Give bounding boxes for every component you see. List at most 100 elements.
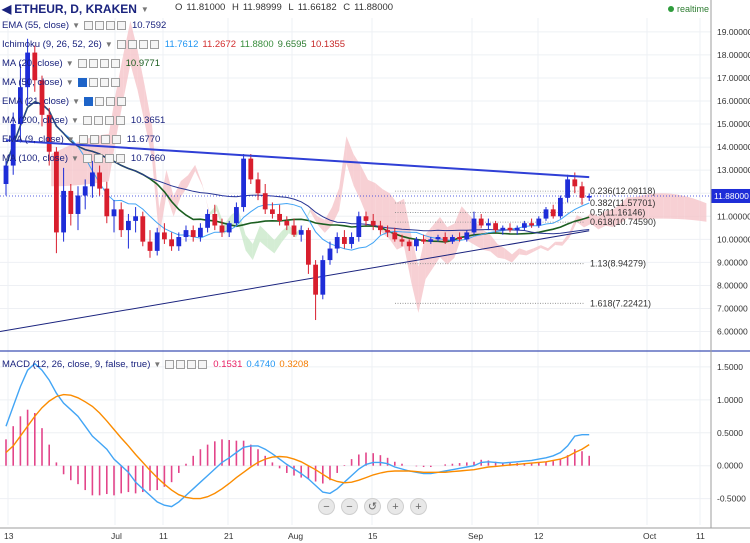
- candle-body: [75, 195, 81, 214]
- ichimoku-cloud-segment: [598, 210, 606, 230]
- indicator-row[interactable]: Ichimoku (9, 26, 52, 26) ▼ 11.7612 11.2672 1…: [2, 37, 345, 52]
- ichimoku-cloud-segment: [209, 204, 217, 216]
- candle-body: [205, 213, 210, 228]
- indicator-label[interactable]: MA (100, close): [2, 153, 68, 164]
- more-icon[interactable]: [105, 97, 115, 106]
- ichimoku-cloud-segment: [173, 181, 181, 217]
- indicator-row[interactable]: MA (100, close) ▼ 10.7660: [2, 151, 165, 166]
- chevron-down-icon[interactable]: ▼: [66, 135, 75, 144]
- indicator-row[interactable]: MA (20, close) ▼ 10.9771: [2, 56, 160, 71]
- close-icon[interactable]: [149, 40, 159, 49]
- candle-body: [385, 230, 390, 233]
- settings-icon[interactable]: [94, 97, 104, 106]
- indicator-label[interactable]: EMA (21, close): [2, 96, 70, 107]
- more-icon[interactable]: [105, 21, 115, 30]
- chevron-down-icon[interactable]: ▼: [72, 97, 80, 106]
- more-icon[interactable]: [100, 135, 110, 144]
- low-label: L: [288, 2, 294, 13]
- indicator-label[interactable]: Ichimoku (9, 26, 52, 26): [2, 39, 102, 50]
- more-icon[interactable]: [104, 116, 114, 125]
- ichimoku-cloud-segment: [303, 208, 311, 226]
- macd-tick-label: 0.0000: [717, 461, 743, 471]
- price-tick-label: 11.00000: [717, 211, 750, 221]
- chevron-down-icon[interactable]: ▼: [140, 4, 149, 14]
- candle-body: [399, 239, 405, 242]
- indicator-label[interactable]: MA (20, close): [2, 58, 63, 69]
- chevron-down-icon[interactable]: ▼: [72, 21, 80, 30]
- indicator-label[interactable]: MA (200, close): [2, 115, 68, 126]
- candle-body: [54, 151, 59, 233]
- indicator-label[interactable]: EMA (9, close): [2, 134, 64, 145]
- hide-icon[interactable]: [93, 116, 103, 125]
- indicator-row[interactable]: MA (200, close) ▼ 10.3651: [2, 113, 165, 128]
- close-icon[interactable]: [111, 135, 121, 144]
- indicator-label[interactable]: MA (50, close): [2, 77, 63, 88]
- price-tick-label: 6.00000: [717, 327, 748, 337]
- zoom-in-icon[interactable]: +: [387, 498, 404, 515]
- chevron-down-icon[interactable]: ▼: [71, 116, 79, 125]
- eye-icon[interactable]: [77, 78, 87, 87]
- price-tick-label: 10.00000: [717, 234, 750, 244]
- more-icon[interactable]: [104, 154, 114, 163]
- macd-label[interactable]: MACD (12, 26, close, 9, false, true): [2, 359, 151, 370]
- chevron-down-icon[interactable]: ▼: [153, 360, 162, 369]
- ma100-line: [5, 101, 590, 235]
- chevron-left-icon[interactable]: ◀: [2, 2, 12, 16]
- hide-icon[interactable]: [127, 40, 137, 49]
- more-icon[interactable]: [99, 59, 109, 68]
- price-tick-label: 13.00000: [717, 165, 750, 175]
- more-icon[interactable]: [138, 40, 148, 49]
- close-icon[interactable]: [198, 360, 208, 369]
- close-icon[interactable]: [116, 97, 126, 106]
- indicator-row[interactable]: MA (50, close) ▼: [2, 75, 122, 90]
- reset-icon[interactable]: ↺: [364, 498, 381, 515]
- candle-body: [234, 207, 239, 224]
- candle-body: [507, 227, 513, 231]
- settings-icon[interactable]: [165, 360, 175, 369]
- close-icon[interactable]: [110, 78, 120, 87]
- candle-body: [68, 190, 74, 214]
- close-icon[interactable]: [115, 116, 125, 125]
- settings-icon[interactable]: [82, 116, 92, 125]
- ichimoku-cloud-segment: [195, 164, 203, 186]
- more-icon[interactable]: [99, 78, 109, 87]
- close-icon[interactable]: [116, 21, 126, 30]
- ichimoku-cloud-segment: [548, 241, 556, 252]
- indicator-row[interactable]: EMA (55, close) ▼ 10.7592: [2, 18, 166, 33]
- symbol-label[interactable]: ETHEUR, D, KRAKEN: [14, 2, 137, 16]
- settings-icon[interactable]: [78, 135, 88, 144]
- hide-icon[interactable]: [176, 360, 186, 369]
- indicator-label[interactable]: EMA (55, close): [2, 20, 70, 31]
- ichimoku-cloud-segment: [267, 232, 275, 254]
- hide-icon[interactable]: [88, 59, 98, 68]
- hide-icon[interactable]: [89, 135, 99, 144]
- indicator-row[interactable]: EMA (9, close) ▼ 11.6770: [2, 132, 160, 147]
- scroll-left-icon[interactable]: −: [341, 498, 358, 515]
- price-tick-label: 18.00000: [717, 50, 750, 60]
- chevron-down-icon[interactable]: ▼: [65, 59, 74, 68]
- settings-icon[interactable]: [77, 59, 87, 68]
- candle-body: [298, 230, 304, 235]
- candle-body: [565, 179, 570, 198]
- zoom-out-icon[interactable]: −: [318, 498, 335, 515]
- chevron-down-icon[interactable]: ▼: [104, 40, 113, 49]
- ichimoku-cloud-segment: [368, 179, 376, 225]
- hide-icon[interactable]: [93, 154, 103, 163]
- more-icon[interactable]: [187, 360, 197, 369]
- indicator-row[interactable]: EMA (21, close) ▼: [2, 94, 128, 109]
- settings-icon[interactable]: [116, 40, 126, 49]
- settings-icon[interactable]: [83, 21, 93, 30]
- chevron-down-icon[interactable]: ▼: [65, 78, 74, 87]
- candle-body: [306, 230, 311, 265]
- hide-icon[interactable]: [94, 21, 104, 30]
- settings-icon[interactable]: [82, 154, 92, 163]
- settings-icon[interactable]: [88, 78, 98, 87]
- scroll-right-icon[interactable]: +: [410, 498, 427, 515]
- close-icon[interactable]: [110, 59, 120, 68]
- ichimoku-cloud-segment: [389, 193, 397, 250]
- close-icon[interactable]: [115, 154, 125, 163]
- chevron-down-icon[interactable]: ▼: [71, 154, 79, 163]
- eye-icon[interactable]: [83, 97, 93, 106]
- candle-body: [111, 209, 117, 217]
